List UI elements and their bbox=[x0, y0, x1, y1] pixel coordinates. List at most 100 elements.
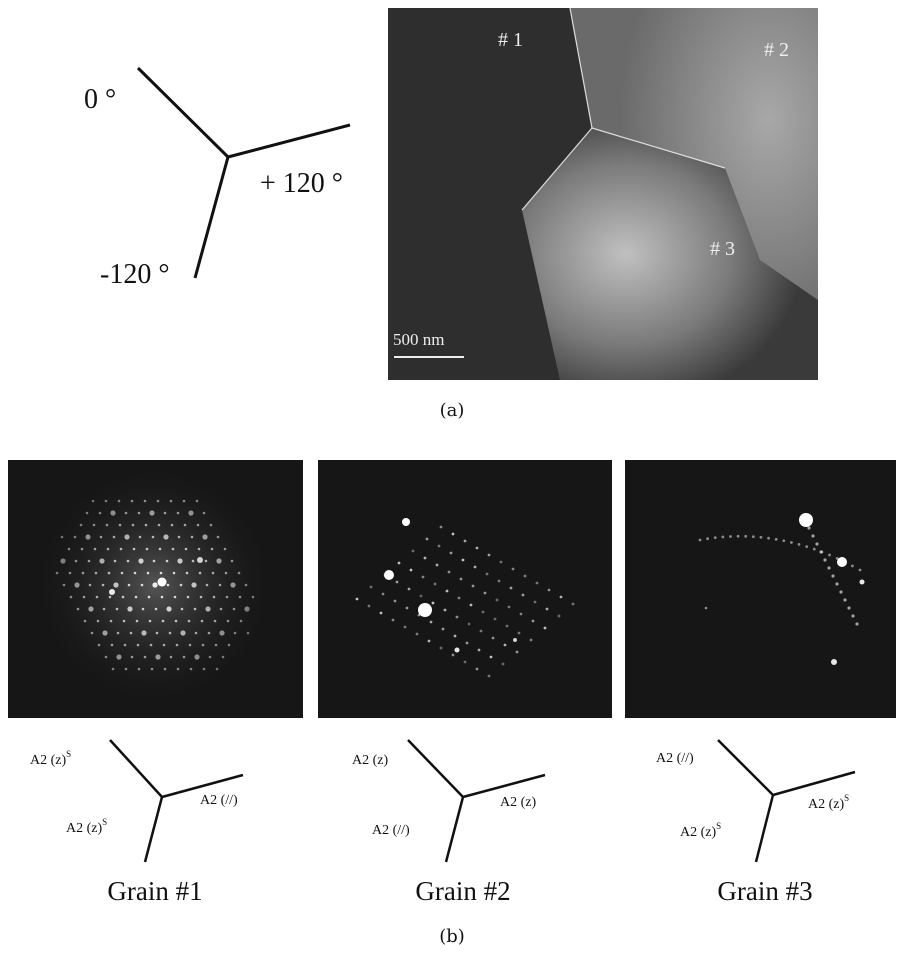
spot bbox=[197, 524, 200, 527]
spot bbox=[466, 642, 469, 645]
label-text: A2 (z) bbox=[680, 825, 716, 840]
spot bbox=[468, 623, 471, 626]
spot bbox=[81, 548, 84, 551]
spot bbox=[125, 668, 128, 671]
spot bbox=[219, 630, 224, 635]
spot bbox=[188, 510, 193, 515]
spot bbox=[430, 621, 433, 624]
spot bbox=[180, 584, 183, 587]
spot bbox=[124, 644, 127, 647]
spot bbox=[95, 572, 98, 575]
spot bbox=[815, 542, 818, 545]
spot bbox=[368, 605, 371, 608]
spot bbox=[194, 608, 197, 611]
spot bbox=[398, 562, 401, 565]
spot bbox=[394, 600, 397, 603]
axis-label: A2 (//) bbox=[656, 751, 694, 766]
spot bbox=[476, 668, 479, 671]
spot bbox=[828, 554, 831, 557]
spot bbox=[161, 596, 164, 599]
spot bbox=[476, 547, 479, 550]
spot bbox=[356, 598, 359, 601]
axis-label: A2 (//) bbox=[372, 823, 410, 838]
spot bbox=[860, 580, 865, 585]
spot bbox=[494, 618, 497, 621]
spot bbox=[121, 572, 124, 575]
spot bbox=[506, 625, 509, 628]
spot bbox=[240, 620, 243, 623]
spot bbox=[835, 582, 838, 585]
spot bbox=[205, 606, 210, 611]
spot bbox=[498, 580, 501, 583]
spot bbox=[185, 548, 188, 551]
spot bbox=[82, 572, 85, 575]
spot bbox=[68, 548, 71, 551]
spot bbox=[189, 644, 192, 647]
spot bbox=[402, 518, 410, 526]
spot bbox=[167, 584, 170, 587]
spot bbox=[444, 609, 447, 612]
spot bbox=[123, 620, 126, 623]
spot bbox=[141, 584, 144, 587]
spot bbox=[56, 572, 59, 575]
spot bbox=[119, 524, 122, 527]
axis-line bbox=[138, 68, 228, 157]
diffraction-pattern bbox=[625, 460, 896, 718]
spot bbox=[737, 535, 740, 538]
label-text: A2 (z) bbox=[352, 753, 388, 768]
spot bbox=[211, 548, 214, 551]
spot bbox=[181, 608, 184, 611]
spot bbox=[216, 668, 219, 671]
spot bbox=[118, 500, 121, 503]
spot bbox=[148, 596, 151, 599]
spot bbox=[239, 596, 242, 599]
spot bbox=[98, 644, 101, 647]
spot bbox=[699, 539, 702, 542]
spot bbox=[105, 500, 108, 503]
spot bbox=[88, 560, 91, 563]
grain-title: Grain #3 bbox=[717, 876, 812, 906]
label-text: A2 (//) bbox=[200, 793, 238, 808]
spot bbox=[201, 620, 204, 623]
spot bbox=[152, 536, 155, 539]
spot bbox=[127, 606, 132, 611]
spot bbox=[173, 572, 176, 575]
label-superscript: S bbox=[716, 821, 721, 831]
spot bbox=[194, 654, 199, 659]
spot bbox=[144, 500, 147, 503]
label-superscript: S bbox=[66, 749, 71, 759]
grain-label: # 1 bbox=[498, 29, 523, 51]
spot bbox=[174, 596, 177, 599]
axis-label: A2 (z)S bbox=[66, 817, 107, 836]
axis-line bbox=[718, 740, 773, 795]
spot bbox=[244, 606, 249, 611]
spot bbox=[169, 632, 172, 635]
spot bbox=[202, 644, 205, 647]
spot bbox=[492, 637, 495, 640]
spot bbox=[157, 500, 160, 503]
spot bbox=[807, 526, 810, 529]
spot bbox=[224, 548, 227, 551]
spot bbox=[859, 569, 862, 572]
spot bbox=[177, 512, 180, 515]
scale-label: 500 nm bbox=[393, 330, 444, 349]
spot bbox=[416, 633, 419, 636]
spot bbox=[130, 632, 133, 635]
angle-label: + 120 ° bbox=[260, 168, 343, 199]
spot bbox=[138, 512, 141, 515]
spot bbox=[150, 644, 153, 647]
spot bbox=[496, 599, 499, 602]
spot bbox=[191, 582, 196, 587]
label-text: A2 (//) bbox=[372, 823, 410, 838]
spot bbox=[480, 630, 483, 633]
caption: (a) bbox=[440, 400, 465, 421]
spot bbox=[100, 536, 103, 539]
spot bbox=[424, 557, 427, 560]
spot bbox=[210, 524, 213, 527]
spot bbox=[162, 620, 165, 623]
spot bbox=[392, 619, 395, 622]
spot bbox=[183, 500, 186, 503]
spot bbox=[94, 548, 97, 551]
spot bbox=[484, 592, 487, 595]
spot bbox=[851, 614, 854, 617]
